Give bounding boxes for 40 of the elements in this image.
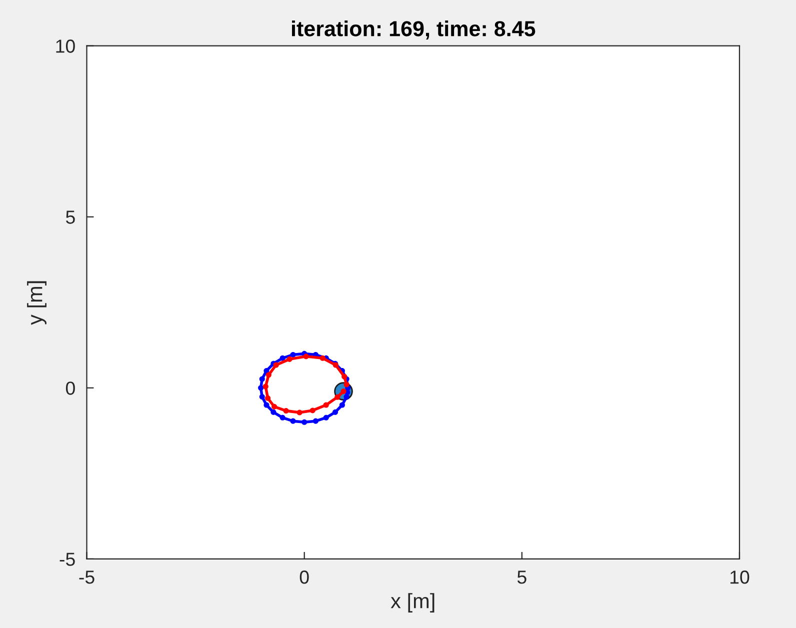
point <box>332 409 338 415</box>
point <box>280 355 286 361</box>
point <box>310 408 316 414</box>
point <box>283 408 289 414</box>
point <box>259 394 265 400</box>
point <box>273 362 279 368</box>
point <box>280 414 286 420</box>
x-tick-label: 0 <box>300 570 309 584</box>
point <box>320 355 326 361</box>
point <box>265 395 271 401</box>
chart-title: iteration: 169, time: 8.45 <box>292 20 536 40</box>
point <box>286 356 292 362</box>
y-tick-label: 0 <box>66 382 75 395</box>
point <box>339 402 345 408</box>
x-axis-title: x [m] <box>390 593 434 612</box>
point <box>290 352 296 358</box>
x-tick-label: 10 <box>730 570 750 584</box>
x-tick-label: 5 <box>517 570 526 584</box>
point <box>266 372 272 378</box>
point <box>272 404 278 410</box>
point <box>344 382 350 388</box>
y-axis-title: y [m] <box>27 281 46 325</box>
point <box>334 394 340 400</box>
point <box>258 385 264 391</box>
point <box>296 410 302 416</box>
point <box>312 418 318 424</box>
point <box>262 384 268 390</box>
point <box>259 376 265 382</box>
x-tick-label: -5 <box>79 570 94 584</box>
point <box>302 419 308 425</box>
y-tick-label: 5 <box>66 210 75 224</box>
point <box>303 354 309 360</box>
y-tick-label: -5 <box>60 552 75 566</box>
point <box>323 414 329 420</box>
point <box>323 402 329 408</box>
point <box>270 409 276 415</box>
y-tick-label: 10 <box>56 40 75 53</box>
point <box>264 402 270 408</box>
point <box>342 374 348 380</box>
point <box>290 418 296 424</box>
